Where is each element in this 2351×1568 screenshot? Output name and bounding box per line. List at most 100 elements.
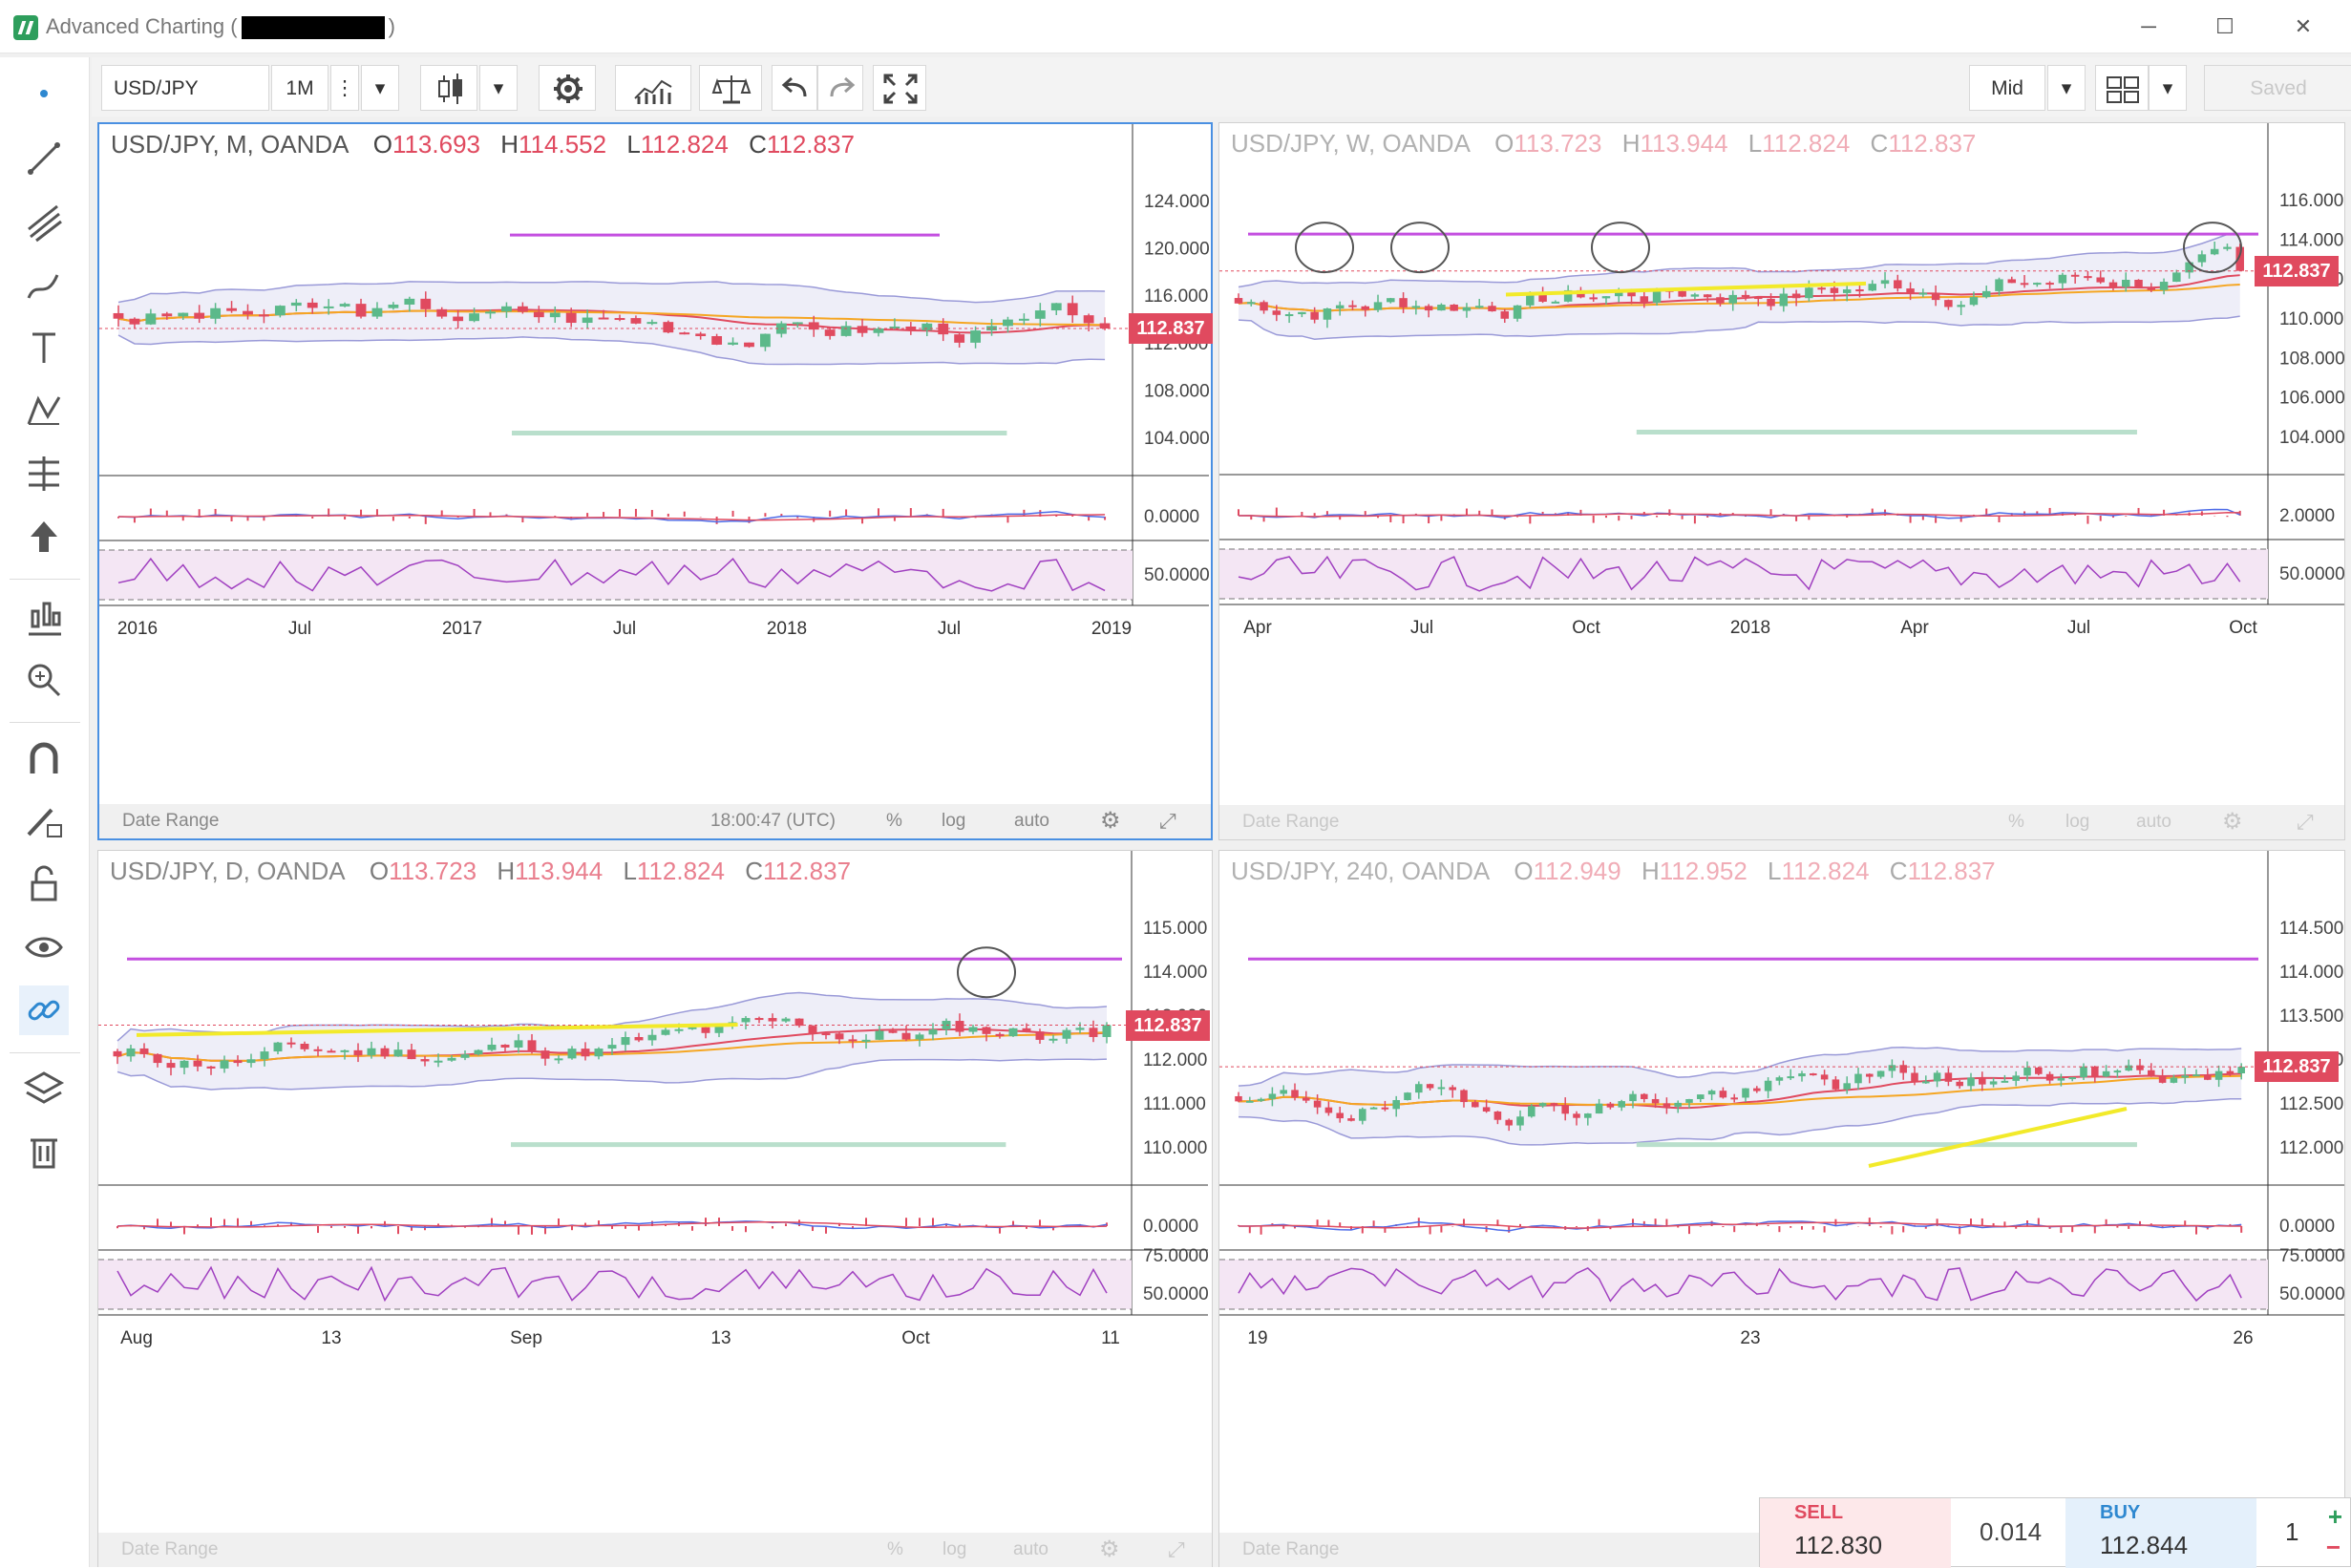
chart-canvas-daily[interactable]: 115.000114.000113.000112.000111.000110.0…	[98, 851, 1212, 1568]
symbol-search[interactable]: USD/JPY	[101, 65, 269, 111]
chart-pattern-icon[interactable]	[19, 592, 69, 642]
candle-body	[955, 1021, 964, 1032]
gear-icon[interactable]	[539, 65, 596, 111]
log-toggle[interactable]: log	[942, 811, 966, 831]
pattern-icon[interactable]	[19, 386, 69, 435]
layers-icon[interactable]	[19, 1064, 69, 1113]
candle-body	[1235, 1095, 1242, 1102]
interval-button[interactable]: 1M	[271, 65, 328, 111]
style-dropdown[interactable]: ▾	[479, 65, 518, 111]
candle-body	[768, 1018, 777, 1022]
candle-body	[1018, 318, 1029, 321]
drawing-toolbar	[0, 57, 90, 1567]
price-axis-label: 110.000	[1143, 1138, 1207, 1158]
candle-body	[1843, 1083, 1851, 1090]
layout-dropdown[interactable]: ▾	[2149, 65, 2187, 111]
candle-body	[848, 1039, 858, 1042]
price-axis-label: 114.000	[2279, 963, 2343, 983]
candle-body	[487, 1044, 497, 1050]
fullscreen-button[interactable]	[873, 65, 926, 111]
auto-toggle[interactable]: auto	[1014, 811, 1049, 831]
candle-body	[420, 298, 432, 309]
chart-panel-daily[interactable]: 115.000114.000113.000112.000111.000110.0…	[97, 850, 1213, 1567]
candle-body	[1589, 297, 1598, 300]
measure-icon[interactable]	[19, 449, 69, 498]
quantity-field[interactable]: 1	[2285, 1517, 2299, 1546]
candle-body	[1798, 1073, 1806, 1077]
zoom-icon[interactable]	[19, 655, 69, 705]
candle-body	[1099, 323, 1111, 328]
price-axis-label: 106.000	[2279, 389, 2344, 409]
interval-menu-button[interactable]: ⋮	[330, 65, 359, 111]
close-button[interactable]: ✕	[2294, 14, 2313, 38]
buy-button[interactable]: BUY 112.844	[2065, 1498, 2256, 1568]
chart-panel-monthly[interactable]: 124.000 120.000 116.000 112.000 108.000 104.0…	[97, 122, 1213, 840]
date-range-button[interactable]: Date Range	[1242, 1539, 1340, 1559]
eye-icon[interactable]	[19, 922, 69, 972]
fullscreen-icon[interactable]: ⤢	[2297, 810, 2314, 834]
link-icon[interactable]	[19, 985, 69, 1035]
lock-draw-icon[interactable]	[19, 796, 69, 846]
undo-button[interactable]	[772, 65, 817, 111]
percent-toggle[interactable]: %	[886, 811, 902, 831]
candle-body	[1260, 302, 1268, 311]
log-toggle[interactable]: log	[943, 1539, 967, 1559]
indicators-button[interactable]	[615, 65, 691, 111]
magnet-icon[interactable]	[19, 733, 69, 783]
trend-line-icon[interactable]	[19, 134, 69, 183]
lock-icon[interactable]	[19, 859, 69, 909]
minimize-button[interactable]: ─	[2141, 14, 2156, 38]
redo-button[interactable]	[817, 65, 863, 111]
candle-body	[540, 1050, 550, 1059]
decrease-quantity-button[interactable]: −	[2325, 1533, 2340, 1561]
arrow-up-icon[interactable]	[19, 512, 69, 562]
buy-price: 112.844	[2100, 1531, 2189, 1559]
date-range-button[interactable]: Date Range	[1242, 812, 1340, 832]
saved-button[interactable]: Saved	[2204, 65, 2351, 111]
candle-body	[129, 318, 140, 325]
fullscreen-icon[interactable]: ⤢	[1168, 1537, 1185, 1561]
candle-body	[647, 1034, 657, 1041]
maximize-button[interactable]: ☐	[2215, 14, 2235, 38]
time-axis-label: 2017	[442, 619, 482, 639]
percent-toggle[interactable]: %	[887, 1539, 903, 1559]
candle-body	[2035, 1067, 2043, 1074]
candle-body	[1866, 1073, 1874, 1077]
chart-panel-weekly[interactable]: 116.000114.000112.000110.000108.000106.0…	[1218, 122, 2345, 840]
date-range-button[interactable]: Date Range	[122, 811, 220, 831]
crosshair-icon[interactable]	[19, 69, 69, 118]
price-type-select[interactable]: Mid	[1969, 65, 2045, 111]
yellow-trend-line	[136, 1023, 738, 1037]
chart-canvas-240[interactable]: 114.500114.000113.500113.000112.500112.0…	[1219, 851, 2344, 1568]
candle-body	[2185, 262, 2193, 273]
candle-style-button[interactable]	[420, 65, 477, 111]
log-toggle[interactable]: log	[2065, 812, 2090, 832]
brush-icon[interactable]	[19, 260, 69, 309]
candle-body	[1595, 1103, 1603, 1114]
auto-toggle[interactable]: auto	[2136, 812, 2171, 832]
candle-body	[1627, 291, 1636, 297]
gear-icon[interactable]: ⚙	[1099, 1536, 1120, 1562]
auto-toggle[interactable]: auto	[1013, 1539, 1048, 1559]
chart-canvas-monthly[interactable]: 124.000120.000116.000112.000108.000104.0…	[99, 124, 1211, 838]
candle-body	[1505, 1119, 1513, 1126]
gear-icon[interactable]: ⚙	[1100, 808, 1121, 834]
interval-dropdown[interactable]: ▾	[361, 65, 399, 111]
fullscreen-icon[interactable]: ⤢	[1159, 809, 1176, 833]
increase-quantity-button[interactable]: +	[2327, 1502, 2342, 1531]
sell-button[interactable]: SELL 112.830	[1760, 1498, 1951, 1568]
chart-canvas-weekly[interactable]: 116.000114.000112.000110.000108.000106.0…	[1219, 123, 2344, 839]
candle-body	[2158, 1075, 2167, 1083]
time-axis-label: 19	[1247, 1328, 1267, 1348]
date-range-button[interactable]: Date Range	[121, 1539, 219, 1559]
chart-panel-240[interactable]: 114.500114.000113.500113.000112.500112.0…	[1218, 850, 2345, 1567]
layout-button[interactable]	[2095, 65, 2149, 111]
compare-button[interactable]	[699, 65, 762, 111]
trash-icon[interactable]	[19, 1127, 69, 1176]
gear-icon[interactable]: ⚙	[2222, 809, 2243, 835]
text-icon[interactable]	[19, 323, 69, 372]
candle-body	[794, 1018, 804, 1027]
pitchfork-icon[interactable]	[19, 197, 69, 246]
price-type-dropdown[interactable]: ▾	[2047, 65, 2086, 111]
percent-toggle[interactable]: %	[2008, 812, 2024, 832]
